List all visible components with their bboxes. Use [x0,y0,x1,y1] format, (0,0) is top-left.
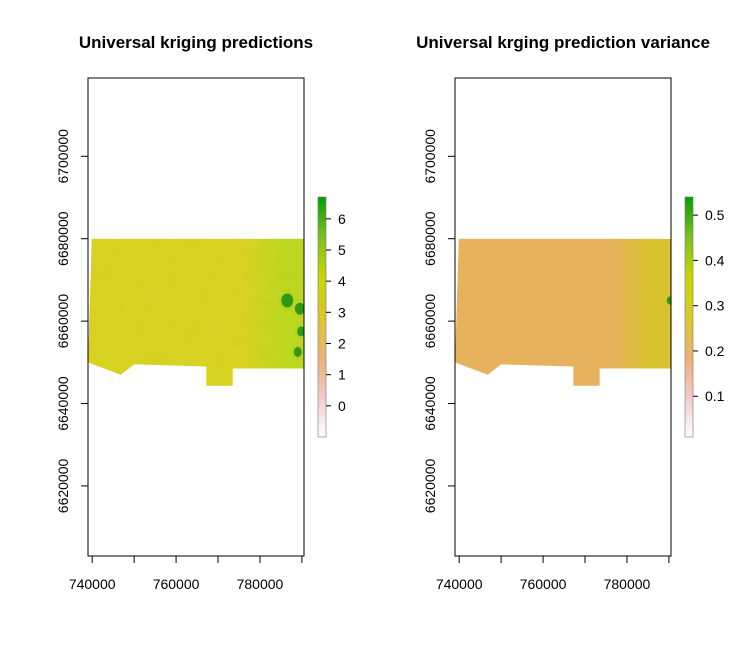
y-tick-label: 6620000 [55,458,71,513]
legend-tick-label: 3 [338,304,346,320]
plot-frame [454,77,672,557]
panel-2: Universal krging prediction variance 7400… [416,33,725,592]
chart-title: Universal kriging predictions [79,33,313,52]
y-tick-label: 6680000 [55,211,71,266]
field-texture [88,238,304,386]
x-tick-label: 760000 [520,576,567,592]
raster-field [88,238,304,386]
field-hotspot [293,347,302,358]
field-hotspot [294,302,304,315]
raster-field [455,238,671,386]
y-tick-label: 6640000 [422,376,438,431]
field-hotspot [666,296,671,305]
legend-tick-label: 2 [338,335,346,351]
plot-panels: Universal kriging predictions 740000 76000… [55,33,725,592]
x-tick-label: 780000 [237,576,284,592]
y-tick-label: 6640000 [55,376,71,431]
y-tick-label: 6660000 [55,294,71,349]
legend-tick-label: 6 [338,211,346,227]
legend-tick-label: 0.5 [705,207,725,223]
legend-tick-label: 0.1 [705,388,725,404]
y-tick-label: 6700000 [422,129,438,184]
x-tick-label: 740000 [436,576,483,592]
legend-tick-label: 1 [338,367,346,383]
legend-bar [684,196,694,438]
x-tick-label: 740000 [69,576,116,592]
legend-tick-label: 0.4 [705,252,725,268]
legend-bar [317,196,327,438]
y-tick-label: 6660000 [422,294,438,349]
field-fill [455,238,671,386]
legend-tick-label: 0 [338,398,346,414]
legend-tick-label: 4 [338,273,346,289]
chart-title: Universal krging prediction variance [416,33,710,52]
x-tick-label: 760000 [153,576,200,592]
color-legend: 0.1 0.2 0.3 0.4 0.5 [684,196,725,438]
x-tick-label: 780000 [604,576,651,592]
y-tick-label: 6700000 [55,129,71,184]
y-tick-label: 6680000 [422,211,438,266]
y-tick-label: 6620000 [422,458,438,513]
panel-1: Universal kriging predictions 740000 76000… [55,33,346,592]
field-hotspot [297,326,304,337]
color-legend: 0 1 2 3 4 5 6 [317,196,346,438]
legend-tick-label: 0.2 [705,343,725,359]
plot-frame [87,77,305,557]
field-hotspot [281,293,294,308]
legend-tick-label: 0.3 [705,298,725,314]
legend-tick-label: 5 [338,242,346,258]
